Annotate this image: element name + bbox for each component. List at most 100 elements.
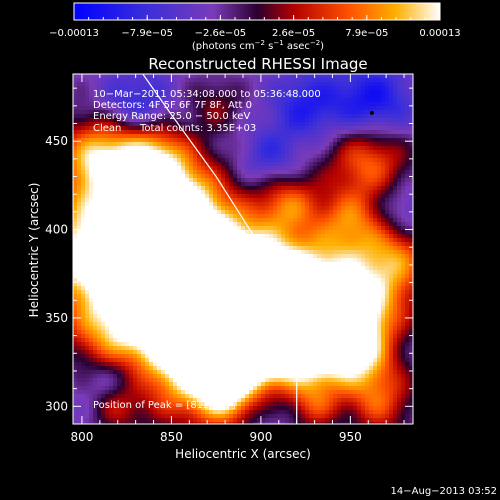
heatmap-cell bbox=[349, 98, 353, 102]
heatmap-cell bbox=[213, 214, 217, 218]
heatmap-cell bbox=[145, 106, 149, 110]
heatmap-cell bbox=[173, 142, 177, 146]
heatmap-cell bbox=[405, 178, 409, 182]
heatmap-cell bbox=[229, 74, 233, 78]
heatmap-cell bbox=[153, 274, 157, 278]
heatmap-cell bbox=[257, 198, 261, 202]
heatmap-cell bbox=[185, 198, 189, 202]
heatmap-cell bbox=[129, 302, 133, 306]
heatmap-cell bbox=[373, 146, 377, 150]
heatmap-cell bbox=[157, 138, 161, 142]
heatmap-cell bbox=[197, 162, 201, 166]
heatmap-cell bbox=[285, 274, 289, 278]
heatmap-cell bbox=[289, 242, 293, 246]
heatmap-cell bbox=[313, 294, 317, 298]
heatmap-cell bbox=[325, 106, 329, 110]
heatmap-cell bbox=[325, 274, 329, 278]
heatmap-cell bbox=[261, 150, 265, 154]
heatmap-cell bbox=[313, 110, 317, 114]
heatmap-cell bbox=[109, 154, 113, 158]
heatmap-cell bbox=[349, 158, 353, 162]
heatmap-cell bbox=[189, 182, 193, 186]
heatmap-cell bbox=[225, 82, 229, 86]
heatmap-cell bbox=[305, 174, 309, 178]
heatmap-cell bbox=[341, 214, 345, 218]
heatmap-cell bbox=[177, 266, 181, 270]
heatmap-cell bbox=[353, 298, 357, 302]
heatmap-cell bbox=[205, 134, 209, 138]
heatmap-cell bbox=[173, 114, 177, 118]
heatmap-cell bbox=[93, 186, 97, 190]
heatmap-cell bbox=[249, 86, 253, 90]
heatmap-cell bbox=[169, 298, 173, 302]
heatmap-cell bbox=[249, 202, 253, 206]
heatmap-cell bbox=[297, 190, 301, 194]
heatmap-cell bbox=[405, 202, 409, 206]
heatmap-cell bbox=[381, 78, 385, 82]
heatmap-cell bbox=[117, 142, 121, 146]
heatmap-cell bbox=[157, 218, 161, 222]
heatmap-cell bbox=[145, 298, 149, 302]
heatmap-cell bbox=[393, 298, 397, 302]
heatmap-cell bbox=[193, 282, 197, 286]
heatmap-cell bbox=[193, 258, 197, 262]
heatmap-cell bbox=[141, 298, 145, 302]
heatmap-cell bbox=[233, 206, 237, 210]
heatmap-cell bbox=[285, 226, 289, 230]
heatmap-cell bbox=[121, 82, 125, 86]
heatmap-cell bbox=[149, 94, 153, 98]
heatmap-cell bbox=[401, 282, 405, 286]
heatmap-cell bbox=[405, 90, 409, 94]
heatmap-cell bbox=[161, 194, 165, 198]
heatmap-cell bbox=[141, 206, 145, 210]
heatmap-cell bbox=[101, 174, 105, 178]
heatmap-cell bbox=[165, 278, 169, 282]
heatmap-cell bbox=[105, 206, 109, 210]
heatmap-cell bbox=[357, 158, 361, 162]
heatmap-cell bbox=[309, 222, 313, 226]
heatmap-cell bbox=[357, 170, 361, 174]
heatmap-cell bbox=[173, 90, 177, 94]
heatmap-cell bbox=[205, 98, 209, 102]
heatmap-cell bbox=[221, 294, 225, 298]
heatmap-cell bbox=[221, 298, 225, 302]
heatmap-cell bbox=[293, 170, 297, 174]
heatmap-cell bbox=[125, 126, 129, 130]
heatmap-cell bbox=[89, 138, 93, 142]
heatmap-cell bbox=[301, 198, 305, 202]
heatmap-cell bbox=[245, 78, 249, 82]
heatmap-cell bbox=[189, 226, 193, 230]
heatmap-cell bbox=[345, 210, 349, 214]
heatmap-cell bbox=[345, 142, 349, 146]
heatmap-cell bbox=[173, 202, 177, 206]
heatmap-cell bbox=[389, 194, 393, 198]
heatmap-cell bbox=[169, 174, 173, 178]
heatmap-cell bbox=[401, 154, 405, 158]
heatmap-cell bbox=[301, 270, 305, 274]
heatmap-cell bbox=[297, 210, 301, 214]
heatmap-cell bbox=[153, 106, 157, 110]
heatmap-cell bbox=[377, 238, 381, 242]
heatmap-cell bbox=[173, 178, 177, 182]
heatmap-cell bbox=[201, 210, 205, 214]
heatmap-cell bbox=[377, 86, 381, 90]
heatmap-cell bbox=[113, 106, 117, 110]
heatmap-cell bbox=[317, 274, 321, 278]
heatmap-cell bbox=[393, 182, 397, 186]
heatmap-cell bbox=[237, 298, 241, 302]
heatmap-cell bbox=[405, 154, 409, 158]
heatmap-cell bbox=[345, 86, 349, 90]
heatmap-cell bbox=[365, 178, 369, 182]
heatmap-cell bbox=[81, 134, 85, 138]
heatmap-cell bbox=[197, 114, 201, 118]
heatmap-cell bbox=[317, 198, 321, 202]
heatmap-cell bbox=[405, 174, 409, 178]
heatmap-cell bbox=[149, 246, 153, 250]
heatmap-cell bbox=[301, 146, 305, 150]
heatmap-cell bbox=[385, 178, 389, 182]
heatmap-cell bbox=[145, 234, 149, 238]
heatmap-cell bbox=[361, 246, 365, 250]
heatmap-cell bbox=[205, 218, 209, 222]
heatmap-cell bbox=[277, 282, 281, 286]
heatmap-cell bbox=[281, 86, 285, 90]
